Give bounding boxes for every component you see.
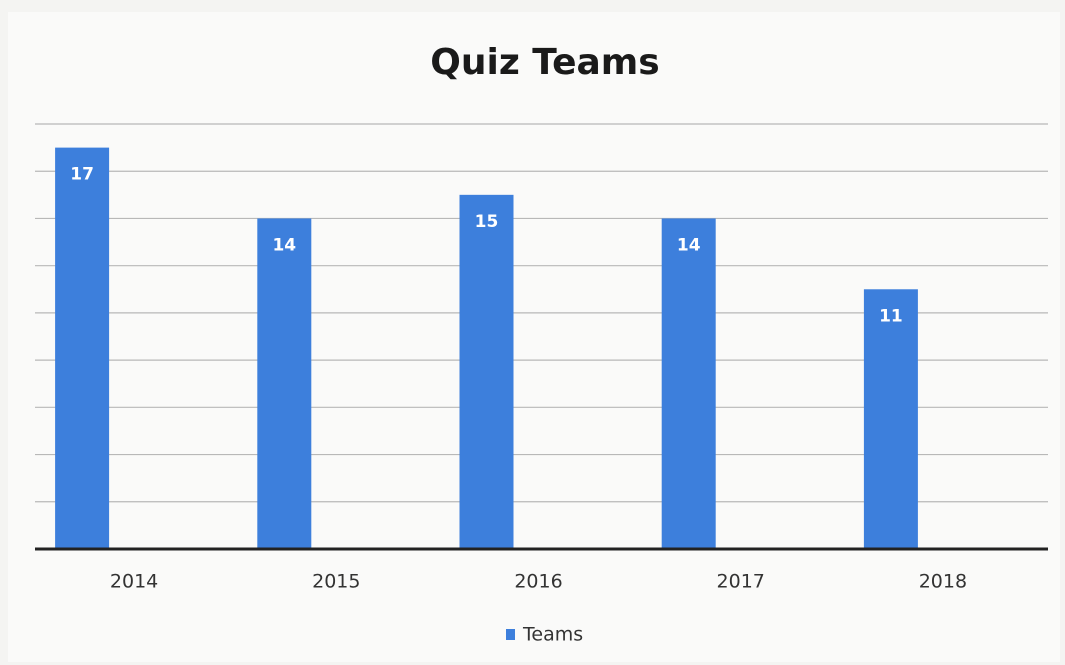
chart-title: Quiz Teams — [430, 42, 659, 83]
x-tick-label: 2017 — [717, 571, 765, 593]
data-label: 14 — [677, 235, 701, 255]
x-tick-label: 2014 — [110, 571, 158, 593]
x-tick-label: 2016 — [514, 571, 562, 593]
bar — [55, 147, 110, 549]
data-label: 11 — [879, 306, 903, 326]
x-tick-label: 2015 — [312, 571, 360, 593]
data-label: 14 — [272, 235, 296, 255]
bar — [257, 218, 312, 549]
x-tick-label: 2018 — [919, 571, 967, 593]
legend-swatch — [506, 629, 515, 640]
legend-label: Teams — [522, 624, 583, 646]
bar — [863, 289, 918, 549]
data-label: 15 — [475, 212, 499, 232]
bar — [661, 218, 716, 549]
data-label: 17 — [70, 165, 94, 185]
bar — [459, 194, 514, 550]
